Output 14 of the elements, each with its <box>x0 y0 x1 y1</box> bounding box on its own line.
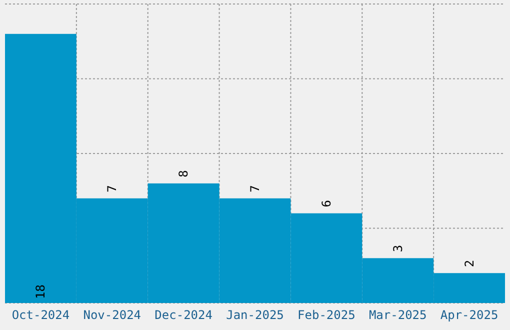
data-label: 6 <box>319 200 334 208</box>
data-label: 8 <box>176 170 191 178</box>
x-tick-label: Apr-2025 <box>440 308 498 322</box>
x-tick-label: Nov-2024 <box>83 308 142 322</box>
data-label: 18 <box>34 284 48 299</box>
x-tick-label: Mar-2025 <box>368 308 427 322</box>
x-tick-label: Dec-2024 <box>154 308 212 322</box>
x-tick-label: Jan-2025 <box>226 308 284 322</box>
data-label: 3 <box>390 244 405 252</box>
x-tick-label: Feb-2025 <box>298 308 356 322</box>
data-label: 7 <box>105 185 120 192</box>
data-label: 2 <box>462 260 476 268</box>
data-label: 7 <box>248 185 262 192</box>
x-tick-label: Oct-2024 <box>12 308 70 322</box>
